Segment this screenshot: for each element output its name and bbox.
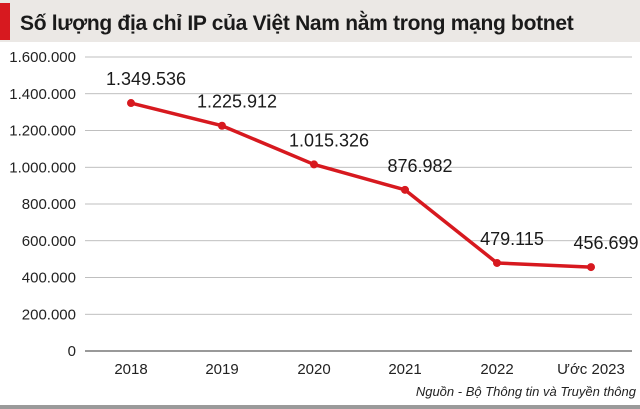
data-label: 456.699	[573, 233, 638, 253]
data-point	[587, 263, 595, 272]
data-label: 1.349.536	[106, 69, 186, 89]
y-tick-label: 200.000	[22, 306, 76, 323]
bottom-rule	[0, 405, 640, 409]
x-tick-label: 2018	[114, 361, 147, 378]
data-label: 876.982	[387, 156, 452, 176]
x-tick-label: 2021	[388, 361, 421, 378]
y-tick-label: 400.000	[22, 270, 76, 287]
series-line	[130, 101, 592, 269]
source-note: Nguồn - Bộ Thông tin và Truyền thông	[416, 384, 637, 399]
data-point	[493, 258, 501, 267]
y-tick-label: 1.200.000	[9, 123, 76, 140]
x-tick-label: 2022	[480, 361, 513, 378]
data-point	[218, 121, 226, 130]
data-label: 1.015.326	[289, 130, 369, 150]
data-point	[401, 185, 409, 194]
data-point	[127, 99, 135, 108]
y-tick-label: 1.000.000	[9, 159, 76, 176]
x-tick-label: 2019	[205, 361, 238, 378]
title-background	[0, 0, 640, 42]
data-label: 479.115	[480, 229, 544, 249]
x-tick-label: Ước 2023	[557, 361, 625, 378]
y-tick-label: 1.400.000	[9, 86, 76, 103]
y-tick-label: 800.000	[22, 196, 76, 213]
y-tick-label: 600.000	[22, 233, 76, 250]
data-label: 1.225.912	[197, 92, 277, 112]
x-tick-label: 2020	[297, 361, 330, 378]
chart-title: Số lượng địa chỉ IP của Việt Nam nằm tro…	[20, 11, 574, 35]
y-tick-label: 1.600.000	[9, 49, 76, 66]
title-accent-bar	[0, 3, 10, 40]
y-tick-label: 0	[68, 343, 76, 360]
data-point	[310, 160, 318, 169]
